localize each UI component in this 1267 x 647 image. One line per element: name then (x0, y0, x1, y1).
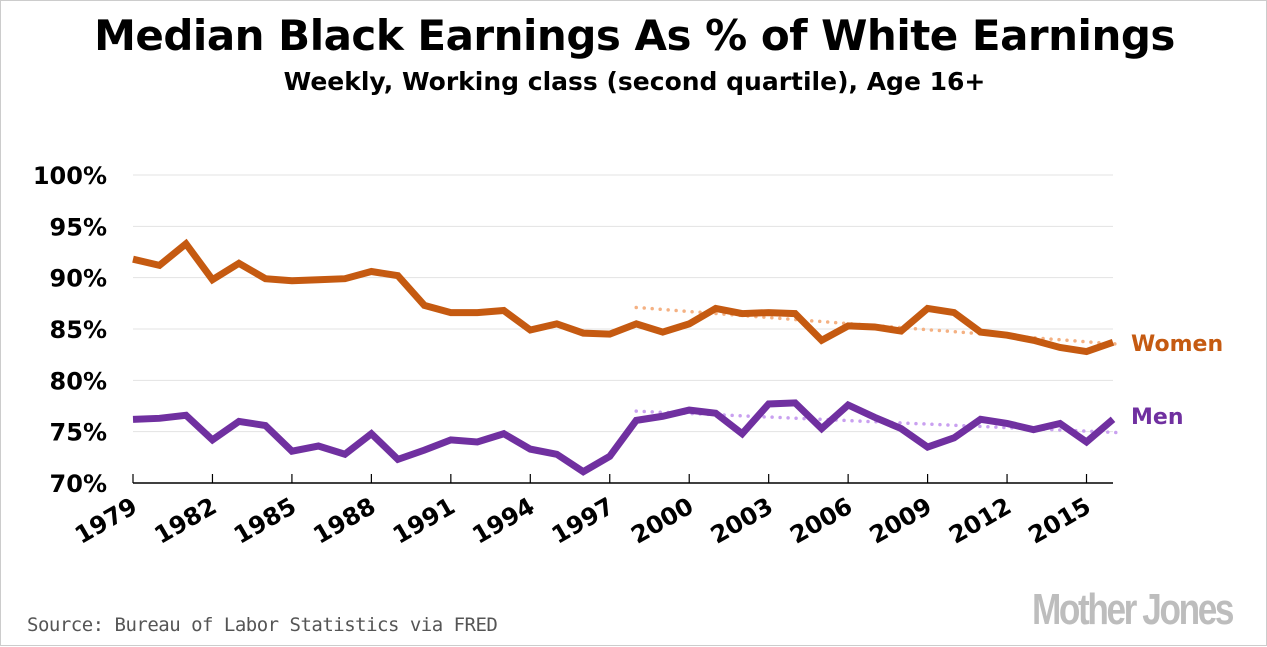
y-tick-label: 70% (50, 470, 107, 498)
x-tick-label: 1988 (309, 492, 381, 550)
x-tick-label: 2000 (626, 492, 698, 550)
y-tick-label: 100% (33, 162, 107, 190)
x-tick-label: 2003 (706, 492, 778, 550)
x-tick-label: 2009 (865, 492, 937, 550)
x-tick-label: 1979 (70, 492, 142, 550)
y-tick-label: 95% (50, 213, 107, 241)
y-tick-label: 90% (50, 265, 107, 293)
x-tick-label: 1991 (388, 492, 460, 550)
series-line-women (133, 244, 1113, 352)
series-label-women: Women (1131, 332, 1223, 357)
x-tick-label: 2006 (785, 492, 857, 550)
x-tick-label: 1994 (467, 492, 539, 550)
x-tick-label: 1997 (547, 492, 619, 550)
x-tick-label: 2015 (1024, 492, 1096, 550)
y-tick-label: 80% (50, 367, 107, 395)
y-tick-label: 75% (50, 419, 107, 447)
y-tick-label: 85% (50, 316, 107, 344)
x-tick-label: 1985 (229, 492, 301, 550)
x-tick-label: 2012 (944, 492, 1016, 550)
series-line-men (133, 403, 1113, 472)
mother-jones-logo: Mother Jones (1032, 585, 1232, 635)
series-label-men: Men (1131, 405, 1183, 430)
x-tick-label: 1982 (150, 492, 222, 550)
source-note: Source: Bureau of Labor Statistics via F… (27, 614, 497, 636)
